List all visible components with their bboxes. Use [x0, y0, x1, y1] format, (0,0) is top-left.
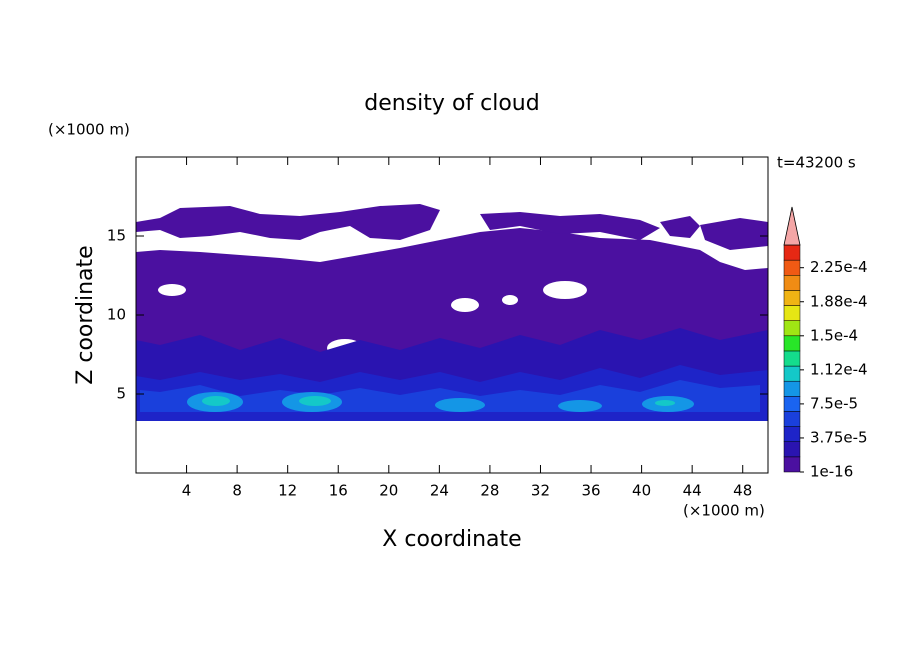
- x-tick-label: 36: [581, 482, 600, 500]
- colorbar-band: [783, 411, 801, 427]
- colorbar-band: [783, 290, 801, 306]
- colorbar-band: [783, 441, 801, 458]
- colorbar-band: [783, 426, 801, 442]
- colorbar-extension: [783, 206, 801, 246]
- x-tick-label: 24: [430, 482, 449, 500]
- colorbar-band: [783, 275, 801, 291]
- y-tick-label: 5: [116, 385, 126, 403]
- colorbar-tick-label: 1.5e-4: [810, 326, 858, 344]
- colorbar-band: [783, 305, 801, 321]
- contour-field: [136, 204, 768, 421]
- colorbar-tick-label: 1.12e-4: [810, 360, 868, 378]
- y-tick-label: 10: [107, 306, 126, 324]
- x-tick-label: 12: [278, 482, 297, 500]
- colorbar-tick-label: 1e-16: [810, 463, 853, 481]
- x-tick-label: 4: [182, 482, 192, 500]
- chart-title: density of cloud: [364, 91, 539, 116]
- colorbar-band: [783, 380, 801, 397]
- x-tick-label: 40: [632, 482, 651, 500]
- colorbar-band: [783, 320, 801, 337]
- colorbar-band: [783, 335, 801, 352]
- x-tick-label: 44: [683, 482, 702, 500]
- colorbar-band: [783, 259, 801, 276]
- x-tick-label: 20: [379, 482, 398, 500]
- colorbar-band: [783, 350, 801, 367]
- x-tick-label: 8: [232, 482, 242, 500]
- x-axis-label: X coordinate: [382, 527, 521, 552]
- x-tick-label: 28: [480, 482, 499, 500]
- colorbar-tick-label: 2.25e-4: [810, 258, 868, 276]
- y-axis-label: Z coordinate: [73, 245, 98, 384]
- y-tick-label: 15: [107, 227, 126, 245]
- colorbar-band: [783, 396, 801, 412]
- x-tick-label: 16: [329, 482, 348, 500]
- colorbar-tick-label: 1.88e-4: [810, 292, 868, 310]
- y-unit: (×1000 m): [48, 121, 130, 139]
- colorbar-tick-label: 3.75e-5: [810, 428, 868, 446]
- colorbar-band: [783, 456, 801, 473]
- annotation: t=43200 s: [777, 154, 856, 172]
- x-unit: (×1000 m): [683, 502, 765, 520]
- x-tick-label: 32: [531, 482, 550, 500]
- colorbar-band: [783, 244, 801, 261]
- colorbar-tick-label: 7.5e-5: [810, 394, 858, 412]
- colorbar-band: [783, 365, 801, 382]
- x-tick-label: 48: [733, 482, 752, 500]
